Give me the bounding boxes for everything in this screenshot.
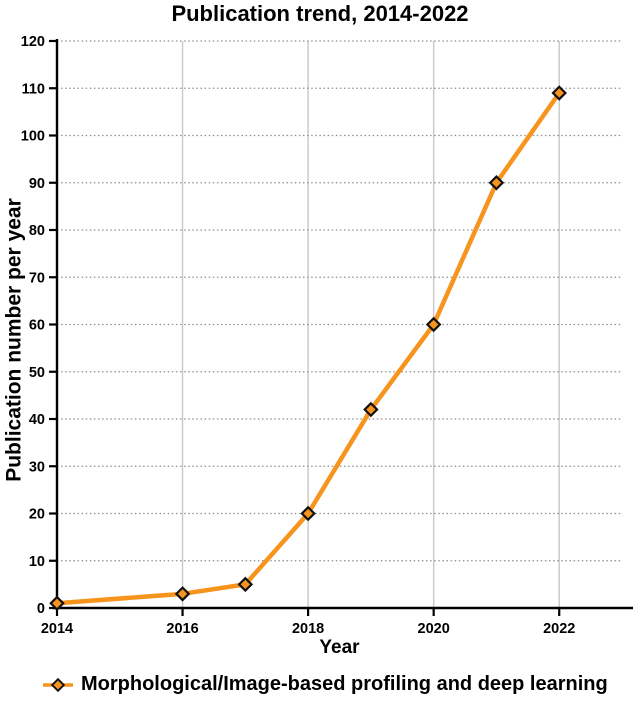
data-point-marker [425, 316, 442, 333]
x-tick-label: 2022 [543, 621, 575, 637]
x-tick-label: 2014 [41, 621, 73, 637]
y-tick-label: 70 [29, 270, 45, 286]
y-tick-label: 10 [29, 554, 45, 570]
y-tick-label: 110 [22, 81, 45, 97]
y-tick-label: 120 [21, 34, 45, 50]
y-tick-label: 30 [29, 459, 45, 475]
y-tick-label: 80 [29, 223, 45, 239]
x-tick-label: 2020 [418, 621, 450, 637]
x-tick-label: 2018 [292, 621, 324, 637]
legend-diamond [50, 677, 66, 692]
y-tick-label: 50 [29, 365, 45, 381]
y-tick-label: 90 [29, 176, 45, 192]
legend-label: Morphological/Image-based profiling and … [81, 673, 608, 695]
data-point-marker [49, 595, 65, 612]
y-tick-label: 20 [29, 507, 45, 523]
y-tick-label: 100 [21, 129, 45, 145]
data-point-marker [488, 174, 505, 191]
data-point-marker [551, 85, 567, 101]
x-tick-label: 2016 [166, 621, 198, 637]
chart-title: Publication trend, 2014-2022 [171, 1, 469, 26]
y-tick-label: 60 [29, 318, 45, 334]
data-point-marker [174, 586, 191, 602]
data-point-marker [237, 576, 254, 593]
legend-marker-icon [43, 677, 73, 692]
data-point-marker [363, 401, 379, 418]
data-point-marker [300, 505, 316, 522]
y-tick-label: 40 [29, 412, 45, 428]
x-axis-label: Year [319, 637, 360, 658]
trend-line [54, 90, 562, 606]
y-tick-label: 0 [37, 601, 45, 617]
legend: Morphological/Image-based profiling and … [42, 673, 608, 696]
